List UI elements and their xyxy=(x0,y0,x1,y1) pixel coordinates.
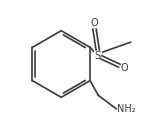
Text: NH₂: NH₂ xyxy=(117,104,136,114)
Text: O: O xyxy=(120,63,128,73)
Text: O: O xyxy=(91,18,98,28)
Text: S: S xyxy=(95,51,101,61)
